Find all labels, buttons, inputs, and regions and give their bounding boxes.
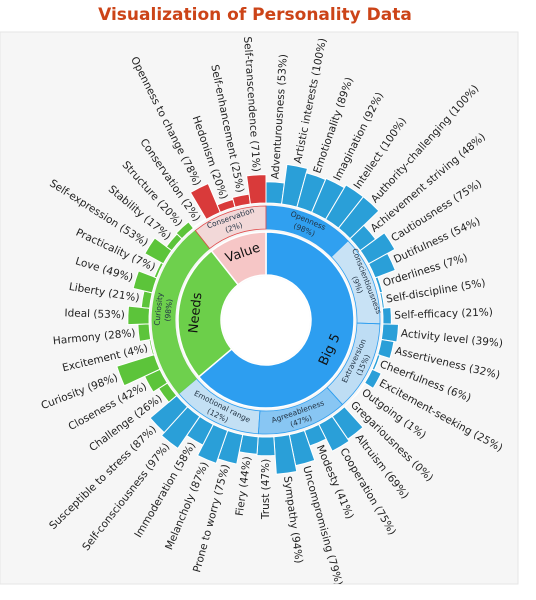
trait-segment (194, 205, 267, 250)
facet-bar (381, 306, 392, 325)
trait-label-text: Curiosity (152, 292, 164, 326)
center-hole (222, 276, 310, 364)
group-segment (210, 231, 267, 286)
group-label: Needs (186, 292, 205, 334)
group-label-text: Needs (186, 292, 205, 334)
facet-bar (127, 305, 151, 326)
facet-bar (380, 323, 400, 343)
facet-label: Ideal (53%) (64, 307, 125, 321)
facet-label: Trust (47%) (260, 459, 272, 520)
facet-label: Self-efficacy (21%) (394, 306, 493, 321)
trait-label: Curiosity(98%) (152, 292, 174, 326)
chart-title: Visualization of Personality Data (98, 5, 412, 25)
trait-label-text: (98%) (163, 298, 174, 321)
facet-bar (137, 323, 152, 342)
facet-bar (256, 436, 276, 457)
group-segment (177, 249, 240, 378)
facet-bar (246, 174, 267, 205)
group-segment (197, 231, 355, 409)
